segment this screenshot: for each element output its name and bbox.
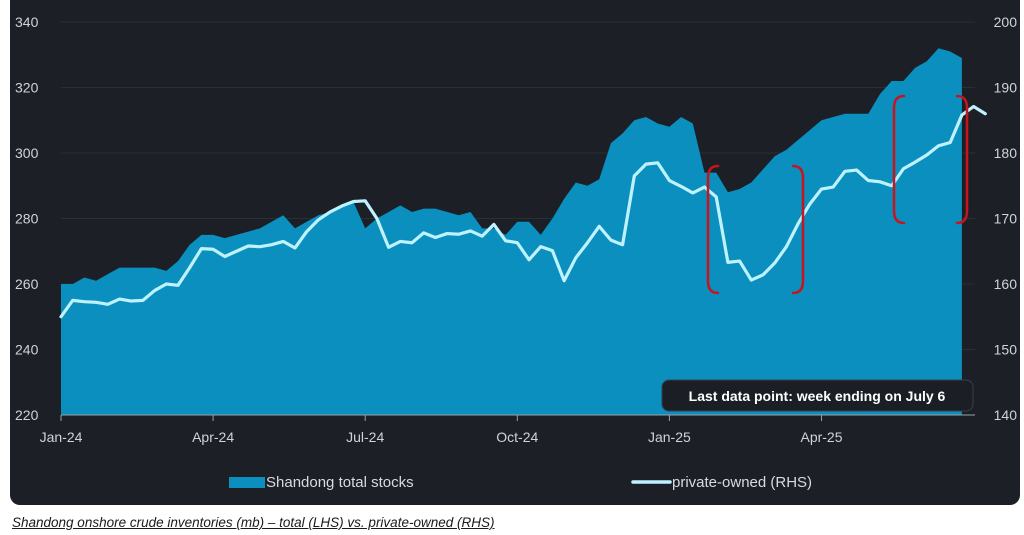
legend-swatch-total-stocks <box>229 477 265 488</box>
x-tick-label-3: Oct-24 <box>496 429 538 445</box>
y-right-tick-label-4: 180 <box>994 145 1018 161</box>
chart-svg: Jan-24 Apr-24 Jul-24 Oct-24 Jan-25 Apr-25 220… <box>15 14 1018 491</box>
annotation-text: Last data point: week ending on July 6 <box>689 388 946 404</box>
x-tick-label-4: Jan-25 <box>648 429 691 445</box>
x-tick-label-0: Jan-24 <box>40 429 83 445</box>
y-left-tick-label-5: 320 <box>15 80 39 96</box>
bracket-q2-2025-right <box>955 94 969 225</box>
y-left-tick-label-6: 340 <box>15 14 39 30</box>
line-layer <box>59 104 987 319</box>
x-axis: Jan-24 Apr-24 Jul-24 Oct-24 Jan-25 Apr-25 <box>40 414 975 445</box>
x-tick-label-5: Apr-25 <box>800 429 842 445</box>
bracket-q2-2025-left <box>892 94 906 225</box>
y-left-axis: 220 240 260 280 300 320 340 <box>15 14 39 423</box>
bracket-q2-2025 <box>892 94 969 225</box>
x-tick-label-1: Apr-24 <box>192 429 234 445</box>
legend-label-total-stocks: Shandong total stocks <box>266 474 414 491</box>
y-right-tick-label-1: 150 <box>994 342 1018 358</box>
y-right-tick-label-3: 170 <box>994 211 1018 227</box>
y-right-tick-label-0: 140 <box>994 407 1018 423</box>
y-right-tick-label-2: 160 <box>994 276 1018 292</box>
bracket-q1-2025-left <box>706 164 720 295</box>
area-layer <box>61 48 962 415</box>
y-left-tick-label-3: 280 <box>15 211 39 227</box>
annotation-box: Last data point: week ending on July 6 <box>661 379 974 412</box>
y-right-tick-label-6: 200 <box>994 14 1018 30</box>
line-series-private-owned <box>59 104 987 319</box>
y-left-tick-label-4: 300 <box>15 145 39 161</box>
y-left-tick-label-0: 220 <box>15 407 39 423</box>
legend-label-private-owned: private-owned (RHS) <box>672 474 812 491</box>
y-left-tick-label-1: 240 <box>15 342 39 358</box>
chart-caption: Shandong onshore crude inventories (mb) … <box>12 515 495 530</box>
area-series-total-stocks <box>61 48 962 415</box>
chart-panel: Jan-24 Apr-24 Jul-24 Oct-24 Jan-25 Apr-25 220… <box>10 0 1020 505</box>
bracket-q1-2025-right <box>791 164 805 295</box>
y-left-tick-label-2: 260 <box>15 276 39 292</box>
legend: Shandong total stocks private-owned (RHS… <box>229 474 812 491</box>
y-right-tick-label-5: 190 <box>994 80 1018 96</box>
highlight-brackets <box>706 94 969 295</box>
bracket-q1-2025 <box>706 164 805 295</box>
y-right-axis: 140 150 160 170 180 190 200 <box>994 14 1018 423</box>
x-tick-label-2: Jul-24 <box>346 429 384 445</box>
